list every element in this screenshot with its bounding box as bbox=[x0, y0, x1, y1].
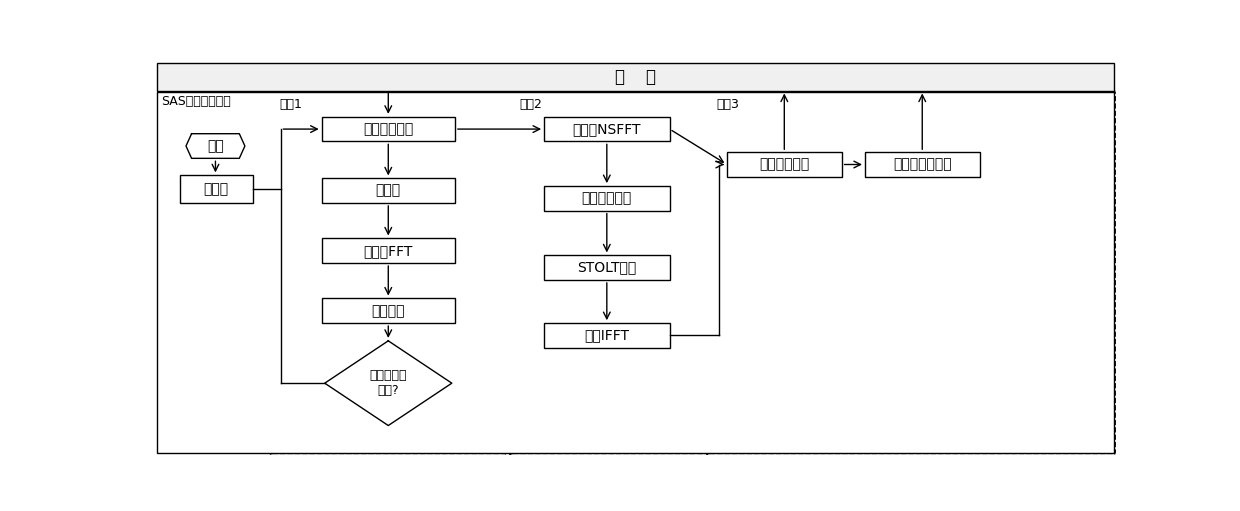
Text: STOLT插值: STOLT插值 bbox=[577, 261, 636, 275]
Text: 接收回波数据: 接收回波数据 bbox=[363, 122, 413, 136]
Text: 初始化: 初始化 bbox=[203, 182, 229, 196]
Bar bbox=[727, 152, 842, 177]
Text: 开始: 开始 bbox=[207, 139, 224, 153]
Bar bbox=[321, 239, 455, 263]
Text: 方位向NSFFT: 方位向NSFFT bbox=[573, 122, 641, 136]
Bar bbox=[321, 117, 455, 142]
Text: 线程3: 线程3 bbox=[717, 98, 739, 111]
Bar bbox=[321, 178, 455, 203]
Text: 二维IFFT: 二维IFFT bbox=[584, 329, 630, 342]
Text: 输出结果到显控: 输出结果到显控 bbox=[893, 157, 951, 172]
Bar bbox=[866, 152, 980, 177]
FancyBboxPatch shape bbox=[706, 90, 1115, 456]
Bar bbox=[544, 323, 670, 348]
Text: 消除多余相位: 消除多余相位 bbox=[582, 192, 632, 205]
Bar bbox=[544, 117, 670, 142]
Text: 线程2: 线程2 bbox=[520, 98, 542, 111]
Text: 线程1: 线程1 bbox=[279, 98, 301, 111]
Text: 去载频: 去载频 bbox=[376, 183, 401, 198]
FancyBboxPatch shape bbox=[269, 90, 507, 456]
Bar bbox=[321, 298, 455, 323]
Text: SAS频域处理系统: SAS频域处理系统 bbox=[161, 95, 231, 108]
Bar bbox=[544, 186, 670, 211]
Bar bbox=[180, 175, 253, 203]
Text: 够一个孔径
长度?: 够一个孔径 长度? bbox=[370, 369, 407, 397]
FancyBboxPatch shape bbox=[510, 90, 704, 456]
Text: 距离向FFT: 距离向FFT bbox=[363, 244, 413, 258]
Text: 脉冲压缩: 脉冲压缩 bbox=[372, 304, 405, 318]
Text: 输出图像文件: 输出图像文件 bbox=[759, 157, 810, 172]
Text: 网    络: 网 络 bbox=[615, 68, 656, 86]
Bar bbox=[544, 256, 670, 280]
Bar bbox=[156, 63, 1115, 90]
